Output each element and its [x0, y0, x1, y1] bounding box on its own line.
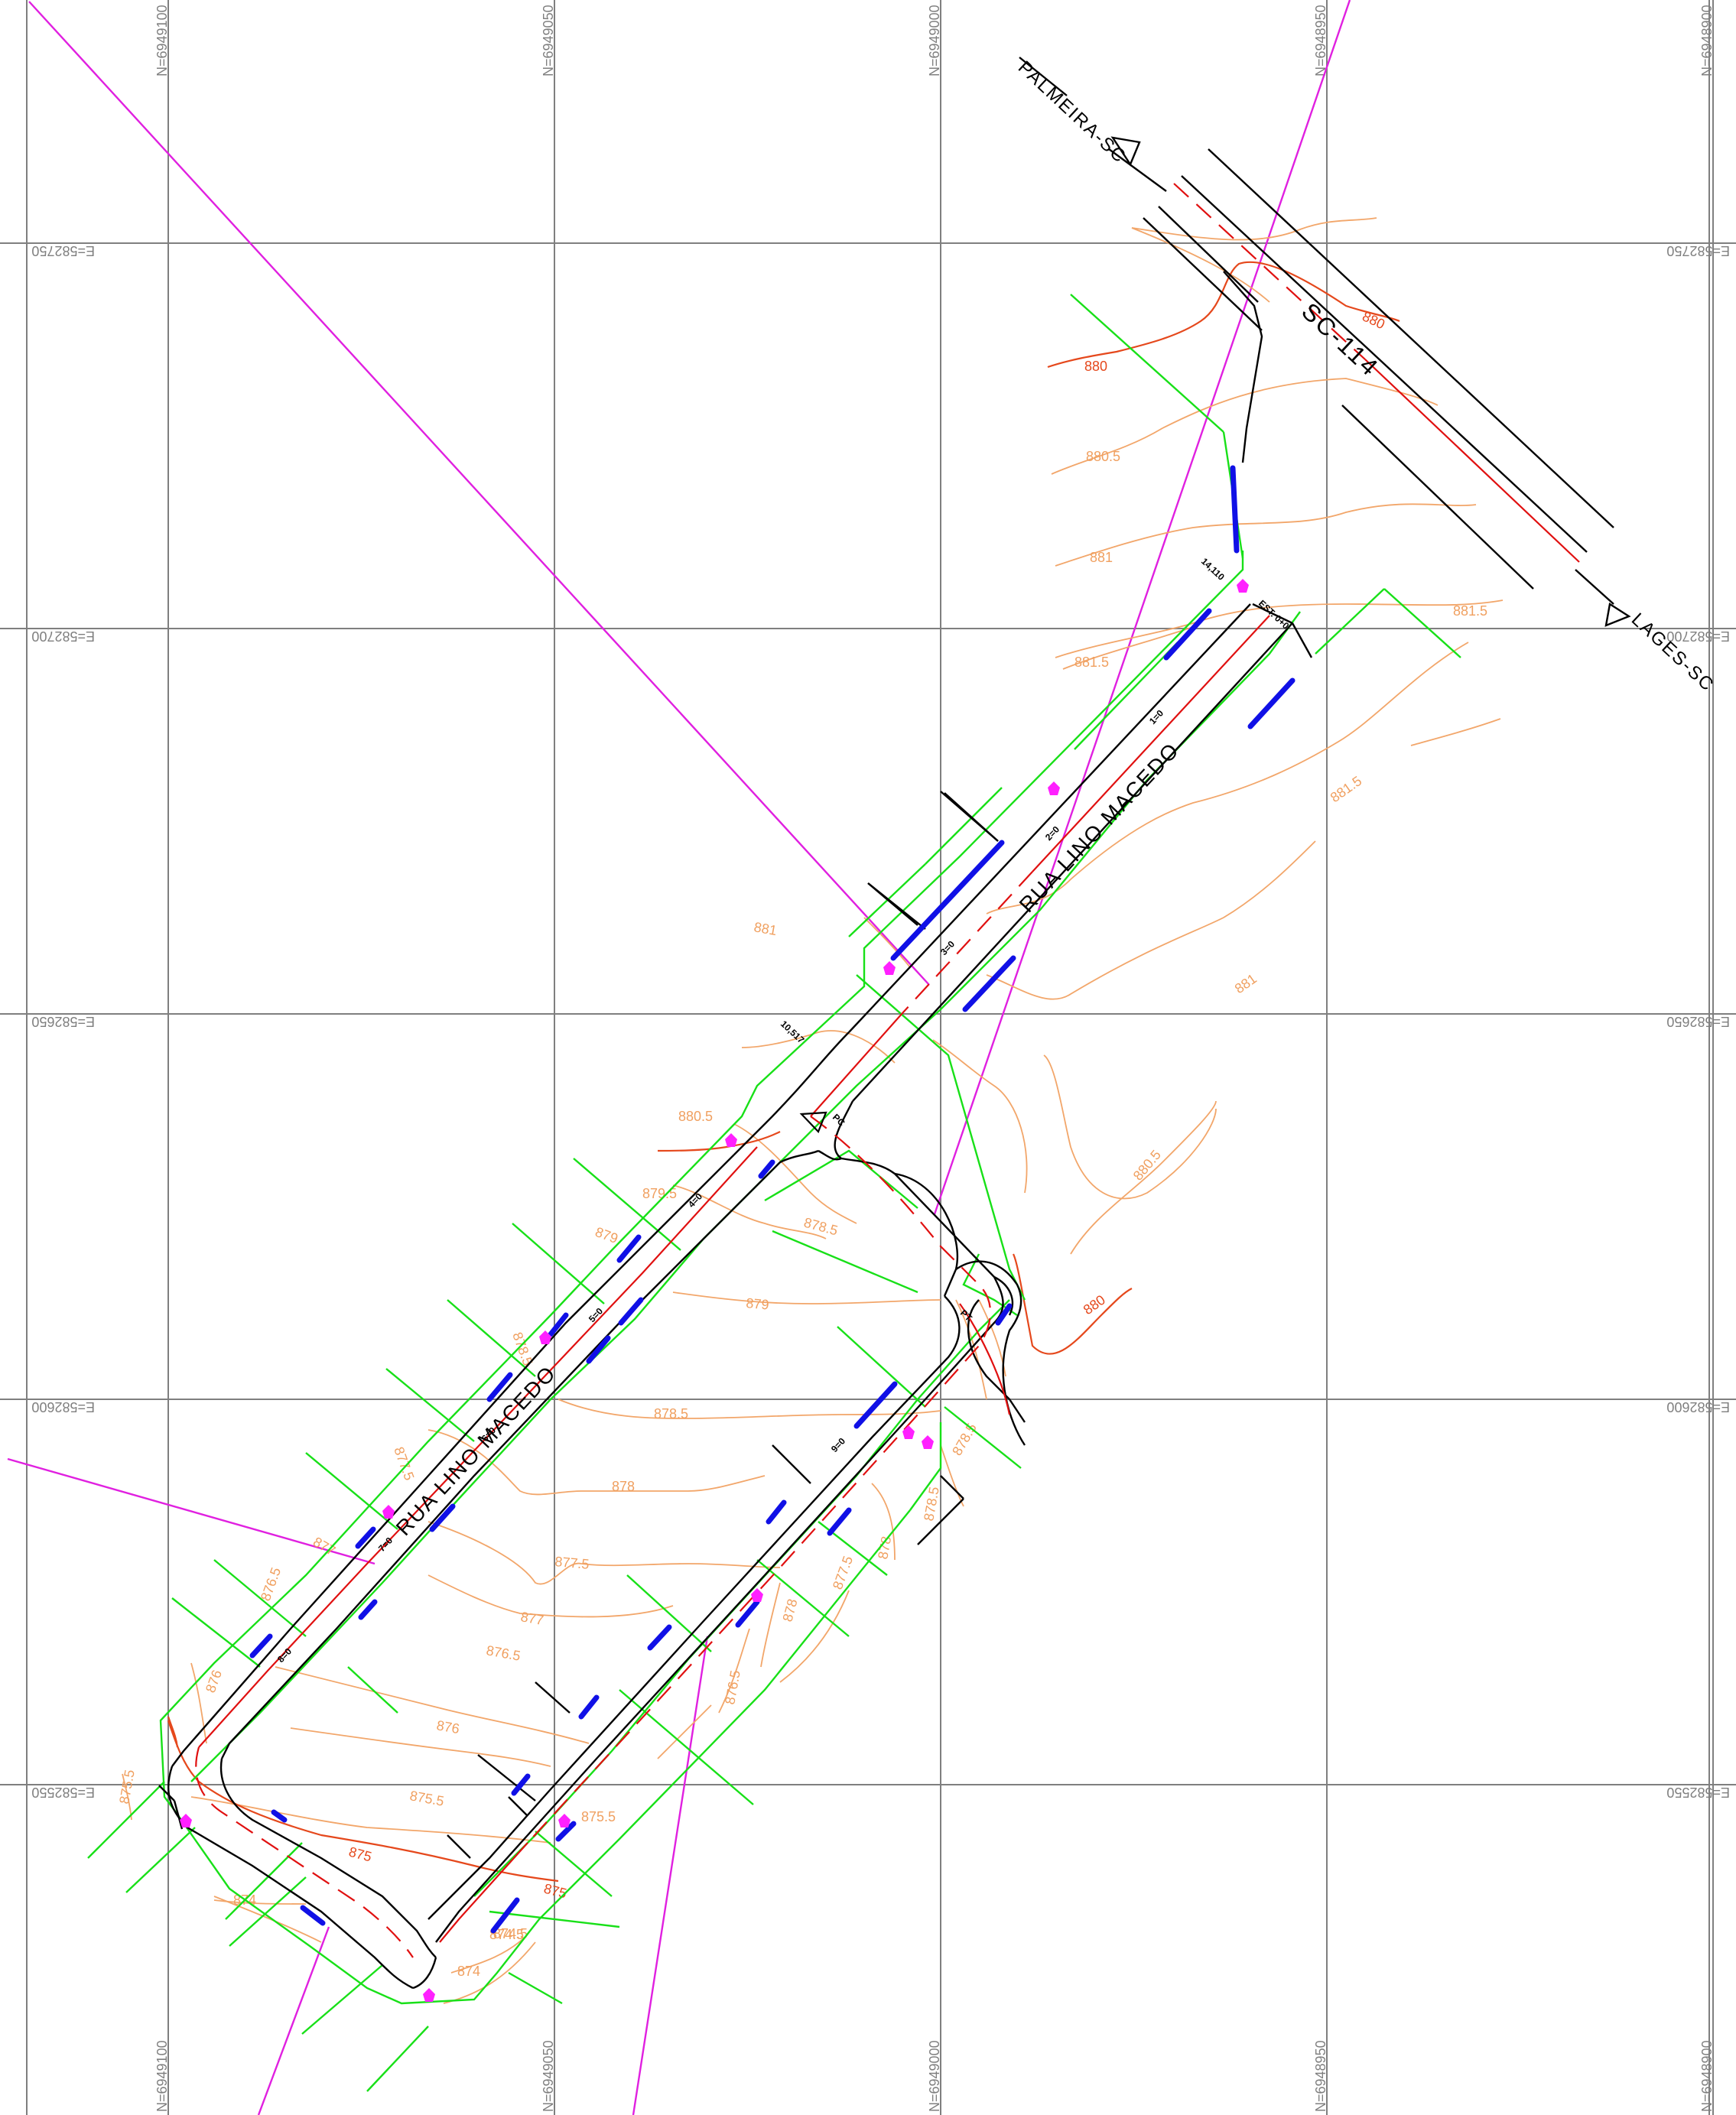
- contour-label: 881.5: [1453, 603, 1487, 619]
- boundary-line: [28, 1, 930, 986]
- north-label-bottom: N=6949000: [927, 2040, 942, 2112]
- contour-label: 880.5: [678, 1109, 713, 1124]
- east-label-left: E=582750: [31, 243, 95, 258]
- contour-label: 874.5: [493, 1926, 528, 1941]
- survey-marker: [883, 961, 896, 975]
- contour-label: 881.5: [1074, 655, 1109, 670]
- boundary-line: [7, 1457, 375, 1565]
- contour-label: 877.5: [554, 1554, 590, 1572]
- arrow-street-icon: [799, 1111, 827, 1133]
- survey-marker: [1237, 579, 1249, 593]
- north-label-top: N=6948900: [1699, 5, 1715, 76]
- contour-label: 879.5: [642, 1186, 677, 1201]
- boundary-line: [257, 1926, 330, 2115]
- highway-edge: [1158, 206, 1259, 303]
- north-label-top: N=6949050: [541, 5, 556, 76]
- highway-edge: [1019, 57, 1068, 96]
- survey-marker: [725, 1133, 737, 1147]
- contour-label: 881: [1090, 550, 1113, 565]
- street-axis: [1032, 615, 1270, 872]
- north-label-top: N=6948950: [1313, 5, 1328, 76]
- street-edge: [1291, 622, 1313, 658]
- survey-marker: [382, 1505, 395, 1519]
- east-label-left: E=582600: [31, 1399, 95, 1415]
- drainage-lines: [249, 465, 1295, 1934]
- contour-label: 880: [1084, 359, 1107, 374]
- street-edge: [852, 622, 1293, 1102]
- survey-markers: [180, 579, 1249, 2002]
- street-axis: [902, 871, 1033, 1014]
- contour-label: 878: [612, 1479, 635, 1494]
- boundary-lines: [7, 0, 1351, 2115]
- east-label-left: E=582650: [31, 1014, 95, 1029]
- east-label-right: E=582650: [1666, 1014, 1730, 1029]
- cross-sections: [87, 294, 1461, 2092]
- contour-label: 878.5: [654, 1406, 688, 1421]
- arrow-palmeira-icon: [1110, 136, 1141, 167]
- road-edges: [158, 57, 1614, 1990]
- arrow-lages-icon: [1604, 603, 1631, 627]
- contour-label: 875.5: [581, 1809, 616, 1824]
- direction-arrows: [799, 136, 1631, 1133]
- north-label-bottom: N=6949050: [541, 2040, 556, 2112]
- road-axes: [195, 183, 1580, 1958]
- east-label-right: E=582750: [1666, 243, 1730, 258]
- survey-marker: [751, 1588, 763, 1602]
- highway-edge: [1143, 217, 1263, 331]
- highway-axis: [1364, 359, 1580, 563]
- survey-marker: [902, 1425, 915, 1439]
- north-label-bottom: N=6948950: [1313, 2040, 1328, 2112]
- highway-axis: [1173, 183, 1366, 360]
- north-label-top: N=6949100: [154, 5, 170, 76]
- east-label-right: E=582600: [1666, 1399, 1730, 1415]
- street-edge: [1252, 603, 1293, 625]
- east-label-left: E=582700: [31, 629, 95, 644]
- highway-edge: [1108, 148, 1167, 192]
- north-label-bottom: N=6949100: [154, 2040, 170, 2112]
- boundary-line: [933, 0, 1351, 1215]
- street-edge: [848, 603, 1251, 1033]
- east-label-right: E=582700: [1666, 629, 1730, 644]
- highway-edge: [1575, 569, 1614, 605]
- survey-marker: [423, 1988, 435, 2002]
- contour-label: 880.5: [1086, 449, 1120, 464]
- highway-edge: [1181, 175, 1588, 553]
- survey-marker: [180, 1814, 192, 1827]
- contour-label: 879: [746, 1295, 770, 1313]
- north-label-top: N=6949000: [927, 5, 942, 76]
- survey-marker: [922, 1435, 934, 1449]
- survey-marker: [1048, 781, 1060, 795]
- east-label-left: E=582550: [31, 1785, 95, 1800]
- contour-label: 874.5: [489, 1927, 524, 1942]
- east-label-right: E=582550: [1666, 1785, 1730, 1800]
- north-label-bottom: N=6948900: [1699, 2040, 1715, 2112]
- boundary-line: [632, 1636, 709, 2115]
- contour-label: 874: [457, 1964, 480, 1979]
- highway-edge: [1341, 404, 1534, 590]
- survey-marker: [558, 1814, 571, 1827]
- survey-marker: [539, 1330, 551, 1344]
- highway-edge: [1208, 148, 1614, 528]
